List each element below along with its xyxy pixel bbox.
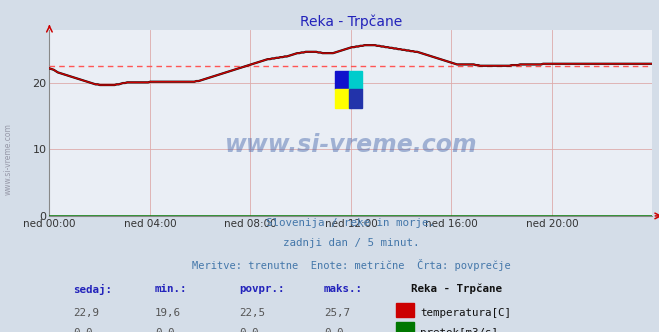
Text: 0,0: 0,0 bbox=[239, 328, 259, 332]
Text: maks.:: maks.: bbox=[324, 284, 363, 293]
Text: 19,6: 19,6 bbox=[155, 308, 181, 318]
Text: sedaj:: sedaj: bbox=[74, 284, 113, 294]
Text: 0,0: 0,0 bbox=[155, 328, 175, 332]
Bar bbox=[349, 89, 362, 108]
Bar bbox=[396, 303, 415, 317]
Text: pretok[m3/s]: pretok[m3/s] bbox=[420, 328, 498, 332]
Text: 22,5: 22,5 bbox=[239, 308, 266, 318]
Text: Reka - Trpčane: Reka - Trpčane bbox=[411, 284, 502, 294]
Bar bbox=[335, 89, 349, 108]
Text: 22,9: 22,9 bbox=[74, 308, 100, 318]
Text: min.:: min.: bbox=[155, 284, 187, 293]
Text: zadnji dan / 5 minut.: zadnji dan / 5 minut. bbox=[283, 238, 419, 248]
Text: 0,0: 0,0 bbox=[74, 328, 93, 332]
Text: Meritve: trenutne  Enote: metrične  Črta: povprečje: Meritve: trenutne Enote: metrične Črta: … bbox=[192, 259, 510, 271]
Text: 25,7: 25,7 bbox=[324, 308, 350, 318]
Bar bbox=[396, 322, 415, 332]
Text: Slovenija / reke in morje.: Slovenija / reke in morje. bbox=[266, 218, 436, 228]
Bar bbox=[335, 71, 349, 89]
Text: povpr.:: povpr.: bbox=[239, 284, 285, 293]
Text: www.si-vreme.com: www.si-vreme.com bbox=[4, 124, 13, 195]
Text: 0,0: 0,0 bbox=[324, 328, 343, 332]
Text: www.si-vreme.com: www.si-vreme.com bbox=[225, 133, 477, 157]
Bar bbox=[349, 71, 362, 89]
Text: temperatura[C]: temperatura[C] bbox=[420, 308, 511, 318]
Title: Reka - Trpčane: Reka - Trpčane bbox=[300, 14, 402, 29]
